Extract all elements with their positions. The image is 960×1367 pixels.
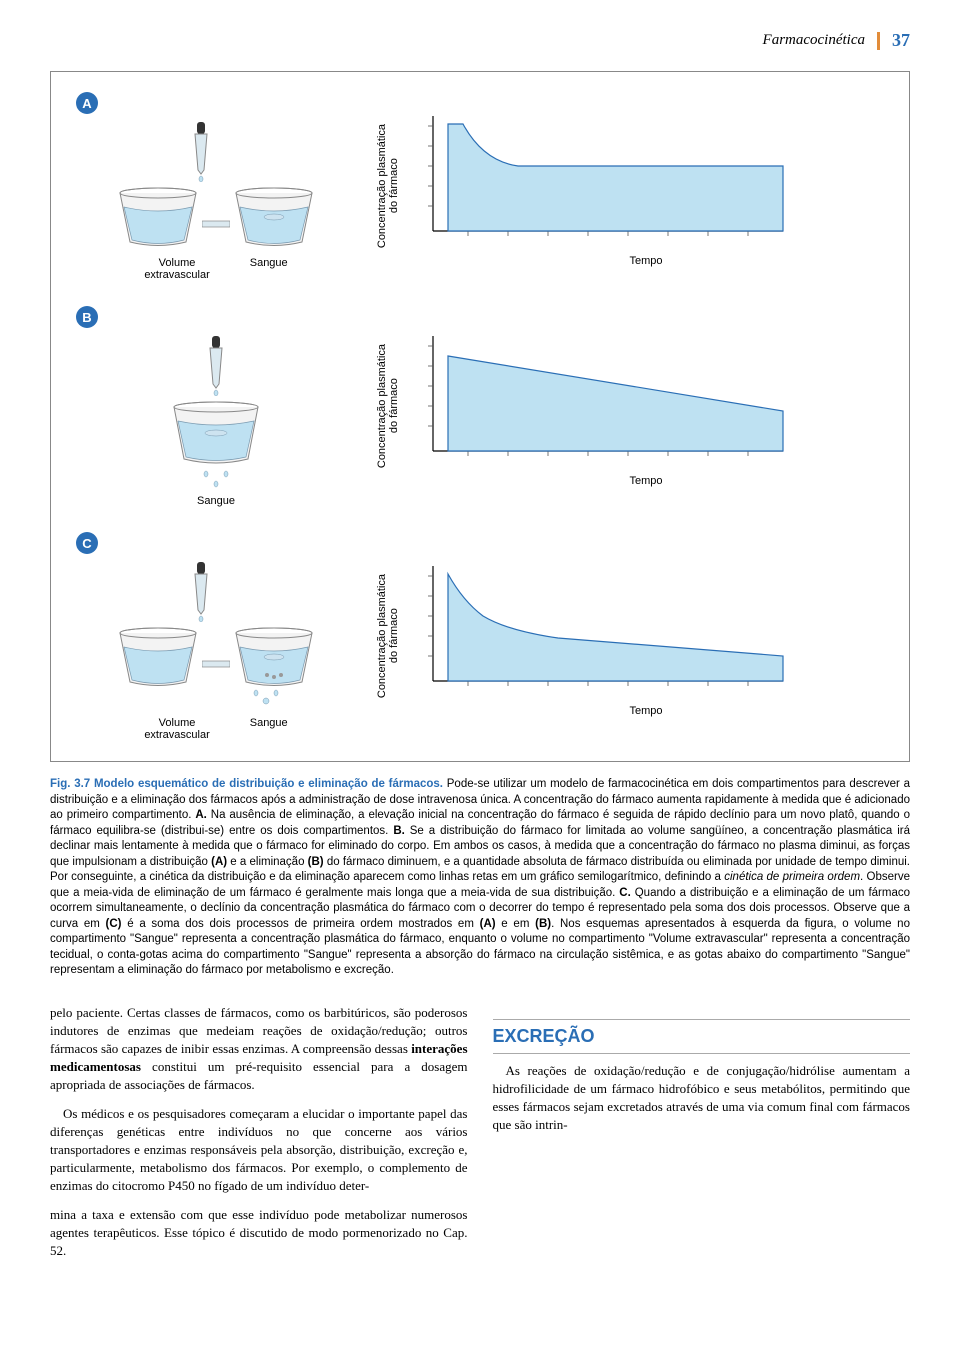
panel-marker-a: A [76,92,98,114]
panel-a-diagram: A Volume extravascular Sangue [76,92,356,281]
chart-a: Tempo [408,106,884,267]
header-separator [877,32,880,50]
y-axis-label-c: Concentração plasmática do fármaco [376,574,400,698]
beaker-single-b [171,401,261,466]
body-text: pelo paciente. Certas classes de fármaco… [50,1004,910,1270]
dropper-icon [196,336,236,396]
label-sangue-c: Sangue [250,717,288,741]
y-axis-label-a: Concentração plasmática do fármaco [376,124,400,248]
beaker-left-c [118,627,198,687]
x-axis-label-b: Tempo [408,475,884,487]
panel-marker-c: C [76,532,98,554]
panel-c: C Volume extravascular Sangue Concentraç… [76,532,884,741]
drops-below-b [196,466,236,491]
chapter-title: Farmacocinética [763,32,865,49]
chart-c: Tempo [408,556,884,717]
beaker-right-c [234,627,314,687]
body-p2: Os médicos e os pesquisadores começaram … [50,1105,468,1196]
chart-b: Tempo [408,326,884,487]
beaker-right-a [234,187,314,247]
label-sangue-a: Sangue [250,257,288,281]
figure-caption: Fig. 3.7 Modelo esquemático de distribui… [50,777,910,979]
page-number: 37 [892,30,910,51]
body-p4: As reações de oxidação/redução e de conj… [493,1062,911,1135]
dropper-icon [181,122,221,182]
panel-marker-b: B [76,306,98,328]
connector-tube-a [202,215,230,235]
label-sangue-b: Sangue [197,495,235,507]
label-vol-extra-c: Volume extravascular [144,717,209,741]
label-vol-extra-a: Volume extravascular [144,257,209,281]
caption-body: Pode-se utilizar um modelo de farmacocin… [50,778,910,976]
figure-container: A Volume extravascular Sangue Concentraç… [50,71,910,762]
panel-b-diagram: B Sangue [76,306,356,507]
section-heading-excrecao: EXCREÇÃO [493,1019,911,1054]
beaker-left-a [118,187,198,247]
dropper-icon [181,562,221,622]
body-p1: pelo paciente. Certas classes de fármaco… [50,1004,468,1095]
page-header: Farmacocinética 37 [50,30,910,51]
x-axis-label-c: Tempo [408,705,884,717]
panel-b: B Sangue Concentração plasmática do fárm… [76,306,884,507]
connector-tube-c [202,655,230,675]
body-p3: mina a taxa e extensão com que esse indi… [50,1206,468,1261]
drops-below-c [246,687,286,707]
panel-c-diagram: C Volume extravascular Sangue [76,532,356,741]
caption-title: Fig. 3.7 Modelo esquemático de distribui… [50,778,443,790]
y-axis-label-b: Concentração plasmática do fármaco [376,344,400,468]
panel-a: A Volume extravascular Sangue Concentraç… [76,92,884,281]
x-axis-label-a: Tempo [408,255,884,267]
